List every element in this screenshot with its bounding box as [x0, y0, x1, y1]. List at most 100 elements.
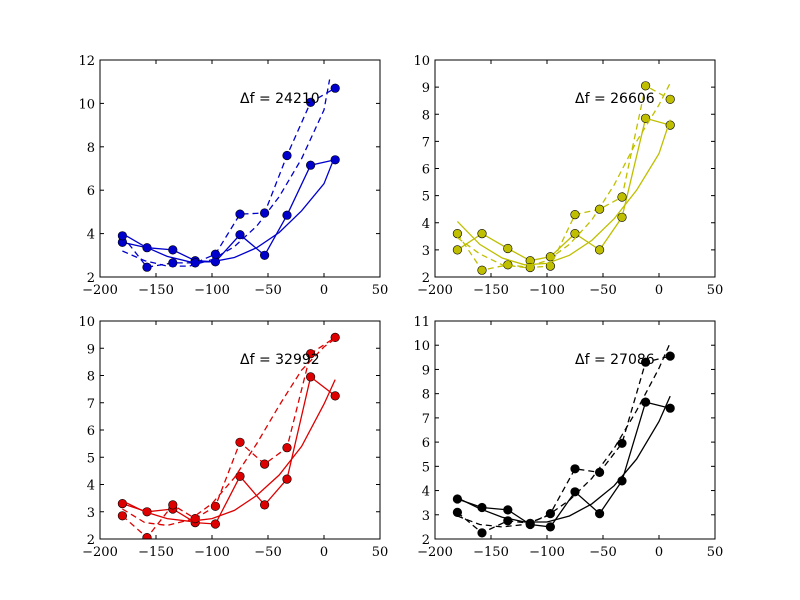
x-tick-label: −50 [589, 283, 616, 298]
y-tick-label: 8 [422, 108, 430, 123]
dashed-data-line [121, 87, 336, 268]
solid-fit-curve [456, 119, 671, 266]
data-point [665, 351, 675, 361]
x-tick-label: −150 [138, 283, 174, 298]
data-point [545, 522, 556, 532]
y-tick-label: 7 [422, 135, 430, 150]
data-point [570, 229, 580, 239]
data-point [617, 192, 627, 202]
data-point [452, 245, 463, 255]
data-point [260, 208, 270, 218]
y-tick-label: 2 [87, 271, 95, 286]
x-tick-label: 50 [372, 545, 389, 560]
x-tick-label: −200 [82, 283, 118, 298]
data-point [210, 249, 220, 259]
subplot-top-left: −200 −150 −100 −50 0 50 2 4 6 8 10 12 Δf = 24210 [78, 54, 388, 298]
y-tick-label: 5 [422, 190, 430, 205]
delta-f-annotation: Δf = 32992 [240, 352, 320, 368]
x-tick-label: 0 [655, 283, 663, 298]
data-point [477, 528, 487, 538]
y-tick-label: 9 [422, 81, 430, 96]
data-point [477, 229, 487, 239]
y-tick-label: 6 [87, 424, 95, 439]
x-tick-label: −200 [417, 545, 453, 560]
x-tick-label: −100 [194, 283, 230, 298]
y-tick-label: 2 [87, 533, 95, 548]
axes-frame [434, 59, 716, 278]
delta-f-annotation: Δf = 27086 [575, 352, 655, 368]
x-tick-label: −150 [138, 545, 174, 560]
data-point [235, 437, 245, 447]
data-point [282, 150, 292, 161]
data-point [117, 511, 127, 521]
data-point [640, 357, 651, 367]
data-point [452, 494, 463, 504]
data-point [282, 210, 292, 220]
y-tick-label: 4 [87, 228, 95, 243]
data-point [260, 250, 270, 260]
y-tick-label: 10 [78, 97, 95, 112]
data-point [452, 229, 463, 239]
tick-layer: −200 −150 −100 −50 0 50 2 4 6 8 10 12 [78, 54, 388, 298]
data-point [330, 83, 340, 93]
x-tick-label: −100 [194, 545, 230, 560]
y-tick-label: 6 [422, 163, 430, 178]
axes-frame [99, 320, 381, 540]
data-point [545, 508, 556, 519]
data-point [665, 403, 675, 413]
x-tick-label: 50 [372, 283, 389, 298]
y-tick-label: 3 [87, 506, 95, 521]
data-point [306, 97, 316, 107]
y-tick-label: 10 [78, 315, 95, 330]
y-tick-label: 9 [87, 342, 95, 357]
data-point [665, 94, 675, 104]
solid-data-line [122, 375, 336, 525]
x-tick-label: −200 [417, 283, 453, 298]
y-tick-label: 2 [422, 533, 430, 548]
delta-f-annotation: Δf = 26606 [575, 91, 655, 107]
tick-layer: −200 −150 −100 −50 0 50 2 3 4 5 6 7 8 9 10 [413, 54, 723, 298]
data-point [235, 471, 245, 481]
solid-data-line [457, 117, 671, 262]
data-point [640, 81, 651, 91]
dashed-data-line [121, 336, 336, 539]
data-point [306, 372, 316, 382]
data-point [168, 258, 178, 268]
x-tick-label: −150 [473, 545, 509, 560]
data-point [570, 487, 580, 497]
data-point [235, 209, 245, 219]
data-point [282, 443, 292, 453]
data-point [617, 212, 627, 222]
data-point [594, 467, 605, 478]
y-tick-label: 3 [422, 244, 430, 259]
y-tick-label: 2 [422, 271, 430, 286]
x-tick-label: −100 [529, 283, 565, 298]
y-tick-label: 6 [87, 184, 95, 199]
data-point [594, 245, 605, 255]
y-tick-label: 8 [87, 370, 95, 385]
y-tick-label: 4 [422, 217, 430, 232]
solid-data-line [122, 159, 336, 263]
y-tick-label: 3 [422, 509, 430, 524]
x-tick-label: 50 [707, 545, 724, 560]
y-tick-label: 11 [413, 315, 430, 330]
y-tick-label: 10 [413, 54, 430, 69]
axes-frame [99, 59, 381, 278]
y-tick-label: 6 [422, 436, 430, 451]
series-layer [117, 79, 340, 272]
data-point [210, 519, 220, 529]
y-tick-label: 12 [78, 54, 95, 69]
dashed-data-line [456, 84, 671, 271]
data-point [210, 501, 220, 511]
solid-fit-curve [122, 379, 336, 522]
data-point [168, 500, 178, 510]
delta-f-annotation: Δf = 24210 [240, 91, 320, 107]
data-point [477, 265, 487, 275]
subplot-top-right: −200 −150 −100 −50 0 50 2 3 4 5 6 7 8 9 10 Δf = 26606 [413, 54, 723, 298]
series-layer [452, 81, 675, 275]
y-tick-label: 8 [87, 141, 95, 156]
data-point [117, 499, 127, 509]
data-point [260, 500, 270, 510]
series-layer [117, 332, 340, 539]
